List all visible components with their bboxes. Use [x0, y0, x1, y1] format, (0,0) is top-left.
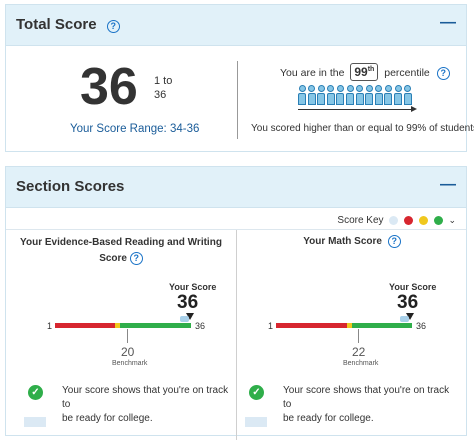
key-dot-yellow [418, 215, 428, 225]
person-icon [326, 85, 335, 106]
math-benchmark-label: Benchmark [343, 360, 379, 367]
person-icon [355, 85, 364, 106]
reading-scale-max: 36 [195, 321, 206, 331]
reading-range-row-partial [24, 417, 46, 427]
arrow-right-icon [411, 106, 417, 112]
reading-message: Your score shows that you're on track to… [62, 385, 229, 424]
person-icon [336, 85, 345, 106]
math-your-score-label: Your Score [389, 282, 437, 292]
person-icon [346, 85, 354, 106]
help-icon[interactable]: ? [436, 67, 450, 80]
reading-score-pointer [186, 313, 194, 320]
percentile-people-graphic [298, 85, 418, 113]
section-column-divider [236, 230, 237, 440]
reading-score-value: 36 [177, 292, 199, 313]
collapse-icon[interactable]: — [440, 14, 456, 31]
score-key[interactable]: Score Key ⌄ [337, 215, 456, 226]
section-scores-title: Section Scores [16, 178, 125, 195]
help-icon[interactable]: ? [106, 20, 120, 33]
math-benchmark-value: 22 [352, 345, 366, 359]
key-dot-red [404, 215, 414, 225]
reading-title: Your Evidence-Based Reading and Writing … [20, 237, 222, 265]
total-score-title: Total Score ? [16, 16, 120, 33]
percentile-line: You are in the 99th percentile ? [280, 63, 450, 81]
math-range-row-partial [245, 417, 267, 427]
chevron-down-icon[interactable]: ⌄ [448, 215, 456, 225]
total-score-header: Total Score ? — [6, 5, 466, 46]
score-range: Your Score Range: 34-36 [70, 123, 200, 135]
check-circle-icon: ✓ [28, 385, 43, 400]
section-scores-card: Section Scores — Score Key ⌄ Your Eviden… [5, 166, 467, 440]
percentile-note: You scored higher than or equal to 99% o… [251, 123, 474, 134]
math-score-range-mark [400, 316, 409, 322]
math-scale-max: 36 [416, 321, 427, 331]
section-scores-header: Section Scores — [6, 167, 466, 208]
reading-your-score-label: Your Score [169, 282, 217, 292]
score-scale-max: 36 [154, 89, 167, 101]
person-icon [298, 85, 306, 106]
total-score-value: 36 [80, 58, 138, 116]
reading-scale-min: 1 [47, 321, 53, 331]
math-title: Your Math Score ? [237, 235, 467, 248]
math-message: Your score shows that you're on track to… [283, 385, 450, 424]
reading-score-range-mark [180, 316, 189, 322]
person-icon [394, 85, 402, 106]
person-icon [384, 85, 393, 106]
reading-benchmark-value: 20 [121, 345, 135, 359]
math-score-pointer [406, 313, 414, 320]
math-bar [276, 323, 412, 328]
reading-bar [55, 323, 191, 328]
person-icon [374, 85, 383, 106]
math-benchmark-tick [358, 329, 359, 343]
math-scale-min: 1 [268, 321, 274, 331]
section-divider-line [6, 229, 466, 230]
person-icon [365, 85, 374, 106]
check-circle-icon: ✓ [249, 385, 264, 400]
score-scale-min: 1 to [154, 75, 173, 87]
card-divider [237, 61, 238, 139]
total-score-card: Total Score ? — 36 1 to 36 Your Score Ra… [5, 4, 474, 152]
help-icon[interactable]: ? [129, 252, 143, 265]
collapse-icon[interactable]: — [440, 176, 456, 193]
percentile-badge: 99th [350, 63, 379, 81]
person-icon [317, 85, 326, 106]
reading-benchmark-label: Benchmark [112, 360, 148, 367]
reading-benchmark-tick [127, 329, 128, 343]
math-score-value: 36 [397, 292, 419, 313]
person-icon [403, 85, 412, 106]
key-dot-green [433, 215, 443, 225]
key-dot-light [389, 215, 399, 225]
person-icon [307, 85, 316, 106]
help-icon[interactable]: ? [387, 235, 401, 248]
